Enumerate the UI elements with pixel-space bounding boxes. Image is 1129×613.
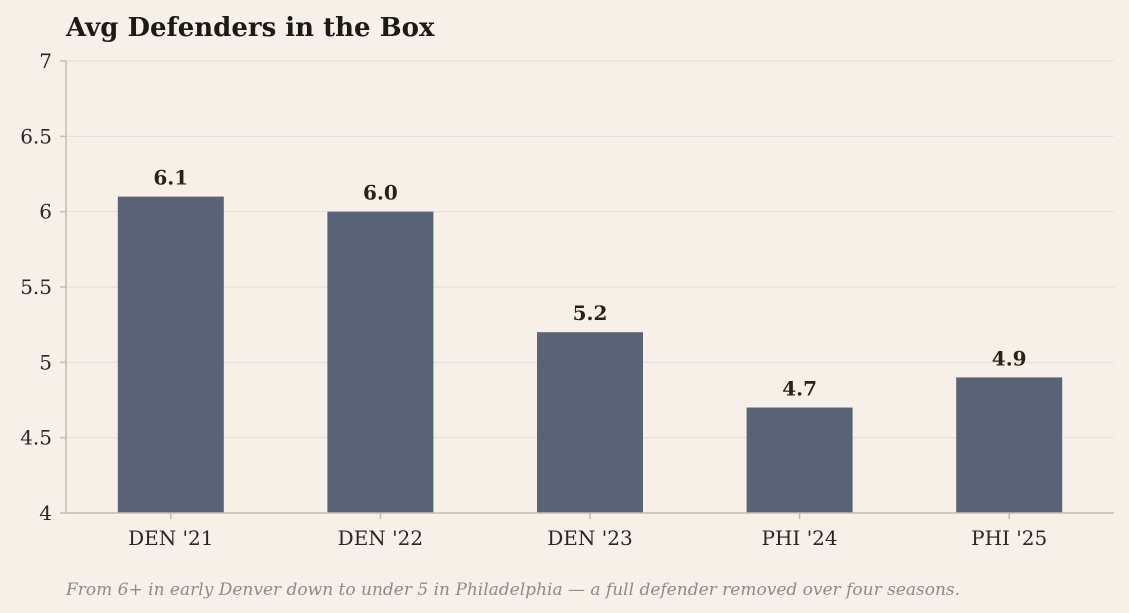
data-label: 6.0 [363,181,398,205]
bar [746,407,853,513]
x-tick-label: DEN '23 [547,526,632,550]
bar [956,377,1063,513]
y-tick-label: 4.5 [20,426,52,450]
x-tick-label: PHI '25 [971,526,1047,550]
x-tick-label: DEN '22 [338,526,423,550]
data-label: 4.9 [992,346,1027,370]
data-label: 4.7 [782,377,817,401]
y-tick-label: 5 [39,350,52,374]
y-tick-label: 6.5 [20,124,52,148]
chart-title: Avg Defenders in the Box [65,13,435,43]
bar [117,196,224,513]
y-tick-label: 7 [39,49,52,73]
x-tick-label: DEN '21 [128,526,213,550]
chart-caption: From 6+ in early Denver down to under 5 … [65,580,960,600]
grid-lines [66,60,1114,439]
data-label: 5.2 [573,301,608,325]
axes [60,60,1114,519]
x-tick-label: PHI '24 [762,526,838,550]
y-tick-label: 6 [39,200,52,224]
bars [117,196,1063,513]
bar [327,211,434,513]
y-tick-label: 4 [39,501,52,525]
bar [537,332,643,513]
y-tick-label: 5.5 [20,275,52,299]
data-label: 6.1 [153,166,188,190]
labels: 4 4.5 5 5.5 6 6.5 7 6.1 DEN '21 6.0 DEN '22 5.2 DEN … [20,49,1047,550]
